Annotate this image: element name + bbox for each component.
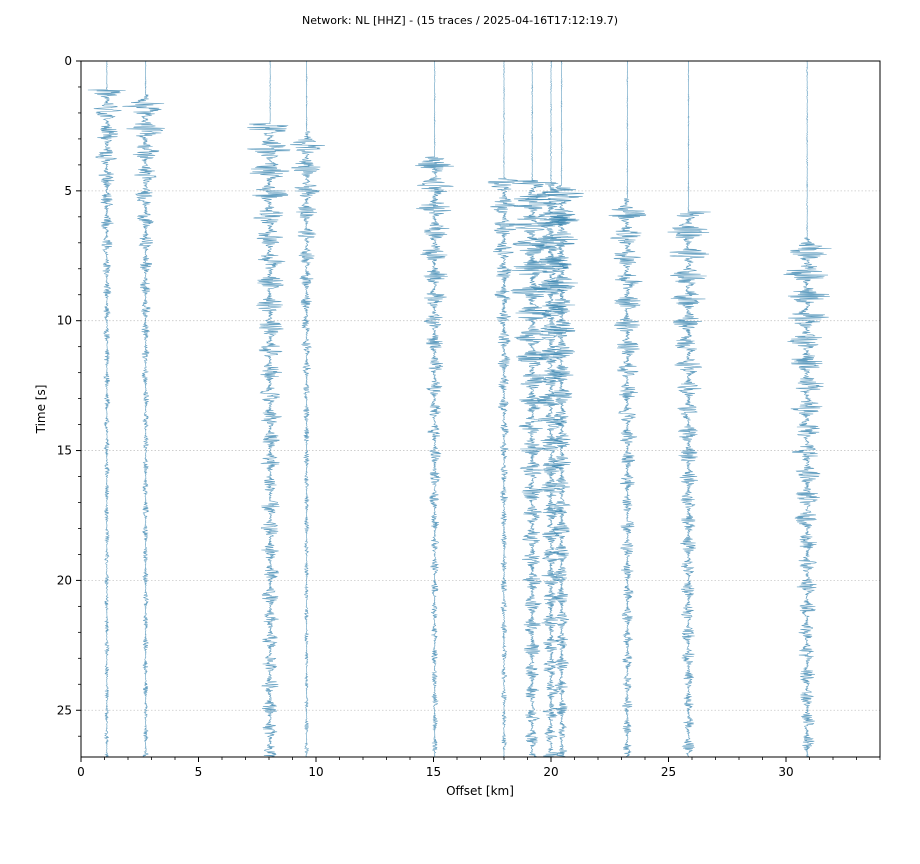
gridlines	[81, 60, 880, 711]
trace-5	[487, 60, 519, 757]
trace-10	[667, 60, 711, 757]
y-tick-label-4: 20	[57, 573, 72, 587]
trace-8	[543, 60, 584, 757]
trace-0	[87, 60, 126, 757]
trace-6	[506, 60, 557, 757]
trace-4	[415, 60, 454, 757]
trace-group	[87, 60, 832, 757]
trace-9	[608, 60, 647, 757]
plot-frame	[80, 60, 881, 758]
x-tick-label-2: 10	[308, 765, 323, 779]
y-axis: 0 5 10 15 20 25	[57, 54, 81, 737]
x-tick-label-0: 0	[77, 765, 85, 779]
trace-11	[783, 61, 832, 757]
y-tick-label-5: 25	[57, 703, 72, 717]
trace-7	[525, 60, 576, 757]
y-tick-label-1: 5	[64, 184, 72, 198]
y-axis-label: Time [s]	[34, 385, 48, 435]
x-tick-label-6: 30	[778, 765, 793, 779]
x-tick-label-1: 5	[195, 765, 203, 779]
trace-1	[122, 60, 165, 757]
y-tick-label-0: 0	[64, 54, 72, 68]
trace-2	[247, 60, 291, 757]
chart-title: Network: NL [HHZ] - (15 traces / 2025-04…	[302, 14, 618, 27]
x-tick-label-4: 20	[543, 765, 558, 779]
y-tick-label-2: 10	[57, 314, 72, 328]
x-axis-label: Offset [km]	[446, 784, 514, 798]
trace-3	[290, 60, 325, 757]
x-axis: 0 5 10 15 20 25 30	[77, 757, 881, 779]
x-tick-label-5: 25	[661, 765, 676, 779]
x-tick-label-3: 15	[426, 765, 441, 779]
y-tick-label-3: 15	[57, 444, 72, 458]
